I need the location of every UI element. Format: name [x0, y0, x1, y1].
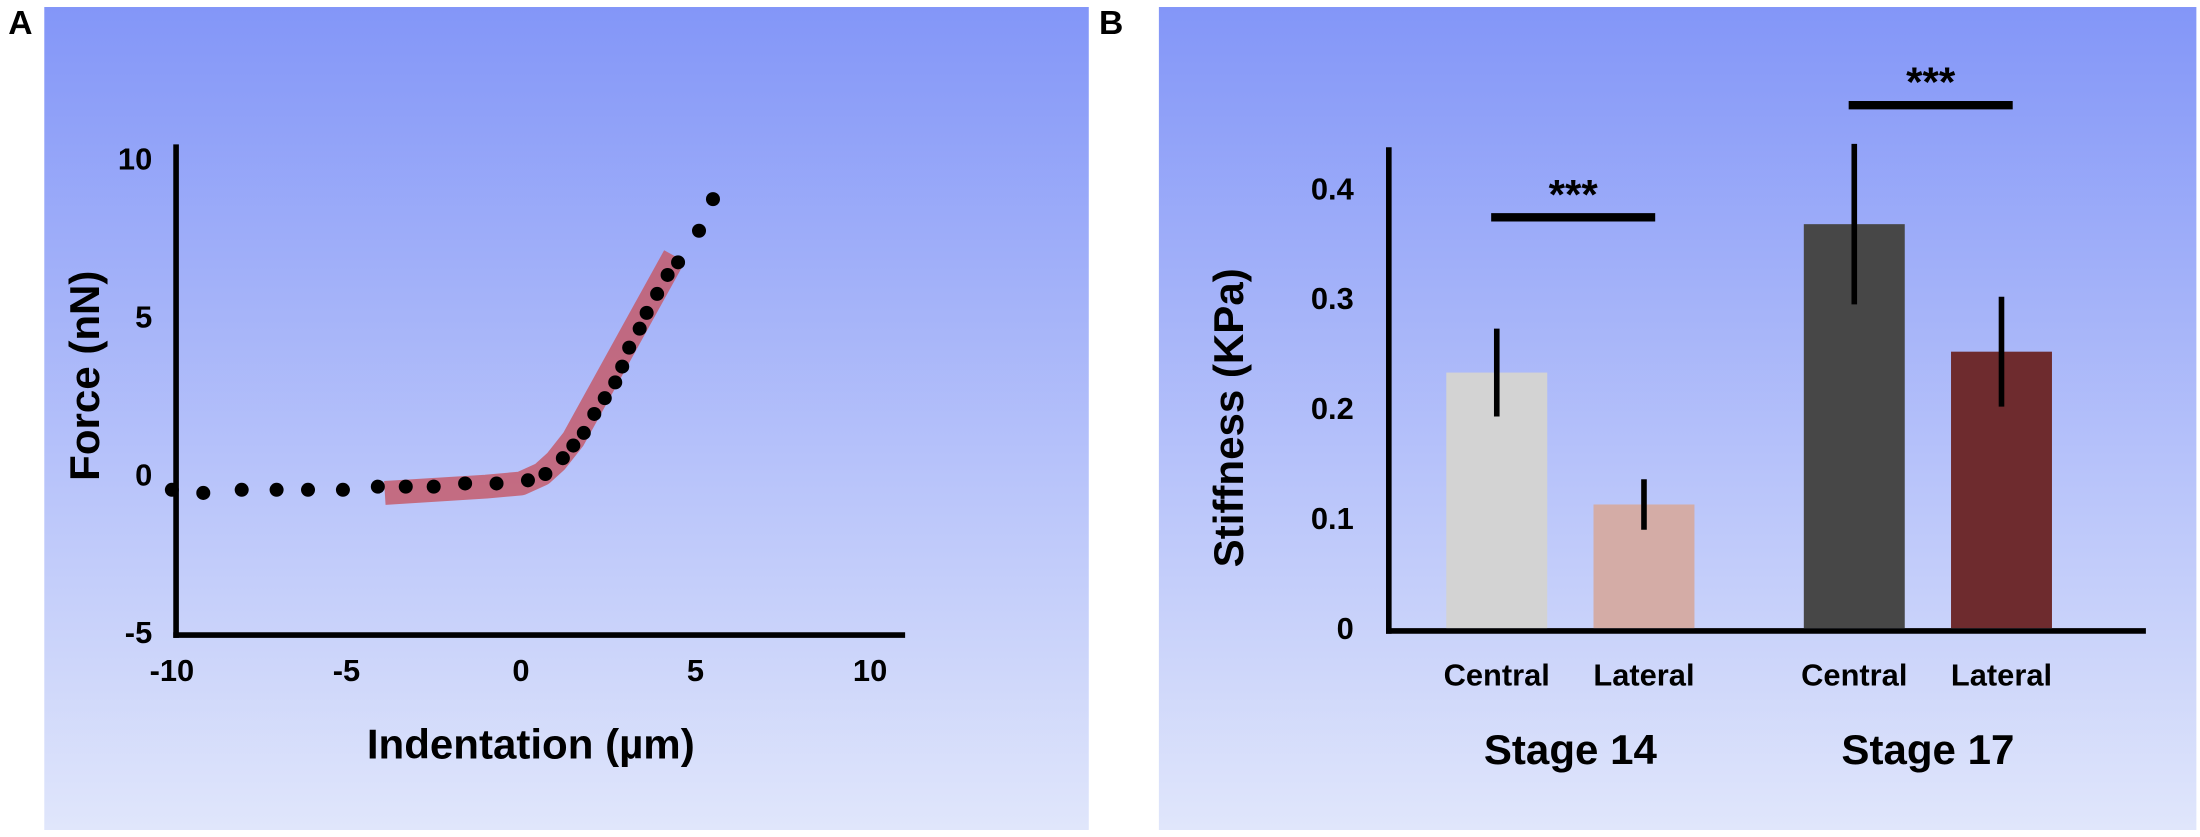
- group-label: Stage 14: [1484, 726, 1658, 773]
- data-point: [555, 451, 570, 466]
- data-point: [164, 482, 179, 497]
- y-axis-title: Force (nN): [61, 271, 108, 481]
- data-point: [538, 466, 553, 482]
- y-tick-label: 0.1: [1311, 501, 1354, 536]
- data-point: [576, 425, 591, 440]
- data-point: [692, 223, 707, 238]
- y-tick-label: 0: [1337, 611, 1354, 646]
- x-axis-title: Indentation (µm): [367, 720, 695, 767]
- data-point: [705, 192, 720, 207]
- x-tick-label: 10: [853, 653, 887, 688]
- data-point: [398, 479, 413, 494]
- y-axis-title: Stiffness (KPa): [1205, 268, 1252, 567]
- x-tick-label: -10: [150, 653, 195, 688]
- panel-label: B: [1099, 5, 1123, 42]
- data-point: [660, 267, 675, 282]
- data-point: [597, 391, 612, 406]
- significance-label: ***: [1906, 59, 1956, 106]
- significance-label: ***: [1549, 171, 1599, 218]
- y-tick-label: 0.2: [1311, 391, 1354, 426]
- x-tick-label: Central: [1444, 657, 1550, 692]
- data-point: [335, 482, 350, 497]
- x-tick-label: -5: [333, 653, 360, 688]
- data-point: [615, 359, 630, 374]
- x-tick-label: 0: [512, 653, 529, 688]
- data-point: [196, 485, 211, 500]
- data-point: [622, 340, 637, 355]
- data-point: [650, 286, 665, 301]
- x-tick-label: Central: [1801, 657, 1907, 692]
- data-point: [608, 375, 623, 390]
- x-tick-label: 5: [687, 653, 704, 688]
- y-tick-label: 0.3: [1311, 281, 1354, 316]
- data-point: [426, 479, 441, 494]
- x-tick-label: Lateral: [1951, 657, 2052, 692]
- data-point: [520, 473, 535, 488]
- data-point: [489, 476, 504, 491]
- y-tick-label: 10: [118, 141, 152, 176]
- data-point: [370, 479, 385, 494]
- x-tick-label: Lateral: [1593, 657, 1694, 692]
- data-point: [587, 406, 602, 421]
- y-tick-label: 0.4: [1311, 171, 1354, 206]
- panel-background: [44, 7, 1089, 830]
- y-tick-label: 0: [135, 457, 152, 492]
- group-label: Stage 17: [1841, 726, 2014, 773]
- y-tick-label: 5: [135, 299, 152, 334]
- data-point: [566, 438, 581, 453]
- data-point: [234, 482, 249, 497]
- panel-label: A: [8, 5, 32, 42]
- y-tick-label: -5: [125, 615, 152, 650]
- data-point: [301, 482, 316, 497]
- data-point: [671, 255, 686, 270]
- data-point: [632, 321, 647, 336]
- data-point: [458, 476, 473, 491]
- data-point: [639, 305, 654, 320]
- data-point: [269, 482, 284, 497]
